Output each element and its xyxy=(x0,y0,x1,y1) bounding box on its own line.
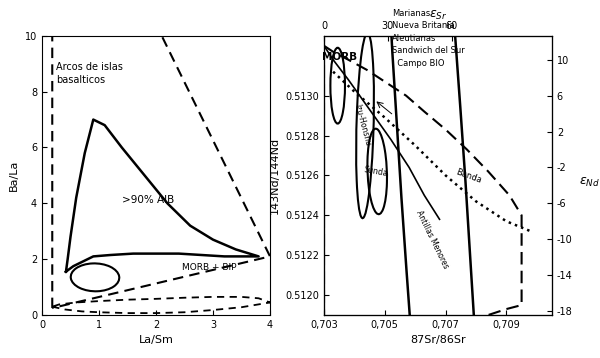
Text: Antillas Menores: Antillas Menores xyxy=(414,209,450,270)
Y-axis label: 143Nd/144Nd: 143Nd/144Nd xyxy=(269,137,280,214)
Text: MORB + BIP: MORB + BIP xyxy=(182,263,236,272)
X-axis label: La/Sm: La/Sm xyxy=(139,335,173,345)
Text: >90% AIB: >90% AIB xyxy=(122,195,174,205)
Text: Arcos de islas
basalticos: Arcos de islas basalticos xyxy=(56,62,123,85)
Text: Izu-Honshu: Izu-Honshu xyxy=(352,103,372,147)
Y-axis label: $\varepsilon_{Nd}$: $\varepsilon_{Nd}$ xyxy=(579,175,600,189)
Text: Marianas
Nueva Britania
Aleutianas
Sandwich del Sur
  Campo BIO: Marianas Nueva Britania Aleutianas Sandw… xyxy=(392,9,465,68)
Y-axis label: Ba/La: Ba/La xyxy=(10,160,19,191)
Text: Sunda: Sunda xyxy=(363,165,388,178)
X-axis label: $\varepsilon_{Sr}$: $\varepsilon_{Sr}$ xyxy=(429,9,447,22)
Text: MORB: MORB xyxy=(322,52,358,62)
Text: Banda: Banda xyxy=(455,168,483,185)
X-axis label: 87Sr/86Sr: 87Sr/86Sr xyxy=(410,335,466,345)
